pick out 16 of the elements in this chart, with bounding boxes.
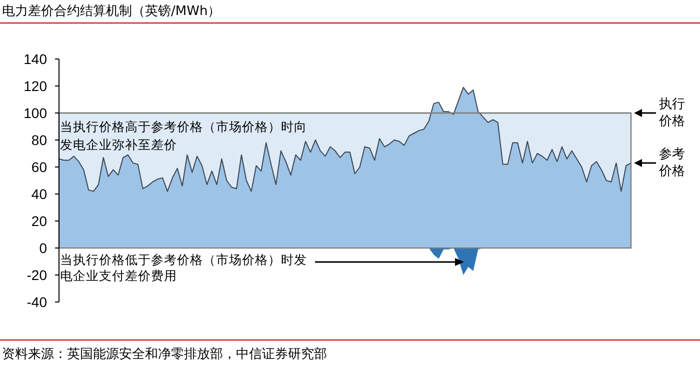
y-tick-label: 20	[31, 213, 48, 229]
y-tick-label: 40	[31, 186, 48, 202]
y-tick-label: 80	[31, 132, 48, 148]
y-tick-label: 140	[24, 51, 48, 67]
note-upper: 当执行价格高于参考价格（市场价格）时向发电企业弥补至差价	[60, 118, 308, 154]
y-tick-label: 60	[31, 159, 48, 175]
ref-label: 执行价格	[659, 96, 686, 130]
note-lower: 当执行价格低于参考价格（市场价格）时发电企业支付差价费用	[60, 252, 308, 284]
y-tick-label: -40	[26, 294, 48, 310]
title: 电力差价合约结算机制（英镑/MWh）	[2, 3, 221, 20]
y-tick-label: 120	[24, 78, 48, 94]
y-tick-label: 100	[24, 105, 48, 121]
y-tick-label: -20	[26, 267, 48, 283]
y-tick-label: 0	[39, 240, 48, 256]
series-name: 参考价格	[659, 146, 686, 180]
source: 资料来源：英国能源安全和净零排放部，中信证券研究部	[2, 346, 327, 363]
